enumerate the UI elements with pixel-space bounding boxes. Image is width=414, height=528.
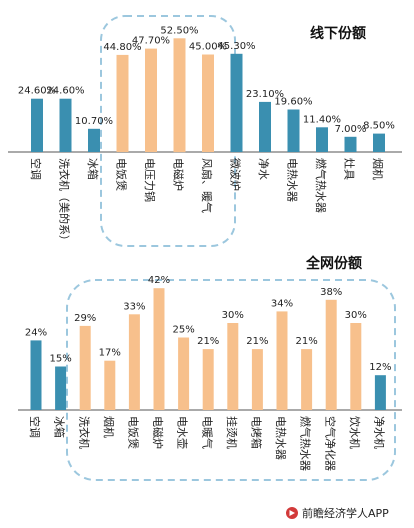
bar-offline-3 [116, 54, 129, 152]
value-label-offline-5: 52.50% [160, 25, 198, 36]
value-label-online-4: 33% [123, 301, 145, 312]
bar-online-1 [55, 366, 67, 410]
bar-offline-9 [287, 109, 300, 152]
value-label-offline-3: 44.80% [103, 42, 141, 53]
value-label-online-5: 42% [148, 275, 170, 286]
value-label-online-0: 24% [25, 327, 47, 338]
value-label-offline-4: 47.70% [132, 36, 170, 47]
category-label-offline-1: 洗衣机（美的系） [58, 158, 72, 246]
value-label-offline-11: 7.00% [335, 124, 367, 135]
category-label-offline-3: 电饭煲 [115, 158, 128, 191]
category-label-online-8: 挂烫机 [225, 416, 239, 449]
value-label-online-14: 12% [369, 362, 391, 373]
footer-text: 前瞻经济学人APP [302, 506, 389, 520]
bar-online-10 [276, 311, 288, 410]
category-label-offline-9: 电热水器 [286, 158, 299, 202]
bottom-chart: 24% 空调 15% 冰箱 29% 洗衣机 17% 烟机 33% 电饭煲 42% 电磁炉 25% 电水壶 2… [25, 275, 392, 471]
category-label-online-9: 电烤箱 [249, 416, 263, 449]
value-label-online-12: 38% [320, 287, 342, 298]
category-label-online-13: 饮水机 [348, 416, 362, 449]
bar-online-2 [79, 325, 91, 410]
bar-online-4 [128, 314, 140, 410]
bar-offline-7 [230, 53, 243, 152]
category-label-offline-10: 燃气热水器 [314, 158, 328, 213]
category-label-online-4: 电饭煲 [127, 416, 140, 449]
category-label-offline-5: 电磁炉 [172, 158, 185, 191]
category-label-offline-11: 灶具 [343, 158, 356, 180]
category-label-offline-4: 电压力锅 [143, 158, 156, 202]
bar-offline-2 [88, 128, 100, 152]
bar-offline-11 [344, 136, 357, 152]
value-label-online-1: 15% [49, 354, 71, 365]
top-highlight-frame [100, 15, 236, 247]
category-label-online-6: 电水壶 [176, 416, 190, 449]
value-label-online-13: 30% [345, 310, 367, 321]
bar-online-6 [178, 337, 190, 410]
category-label-online-12: 空气净化器 [323, 416, 337, 471]
category-label-online-7: 电暖气 [200, 416, 214, 449]
value-label-online-7: 21% [197, 336, 219, 347]
bar-offline-0 [31, 98, 43, 152]
category-label-offline-12: 烟机 [371, 158, 385, 180]
bar-online-0 [30, 340, 42, 410]
value-label-offline-10: 11.40% [303, 114, 341, 125]
bottom-chart-title: 全网份额 [305, 255, 362, 272]
category-label-online-0: 空调 [28, 416, 42, 438]
value-label-offline-6: 45.00% [189, 42, 227, 53]
value-label-offline-8: 23.10% [246, 89, 284, 100]
play-icon [289, 510, 295, 516]
bar-online-11 [301, 349, 313, 410]
category-label-online-1: 冰箱 [53, 416, 67, 438]
bar-online-8 [227, 323, 239, 410]
bar-offline-6 [202, 54, 214, 152]
top-chart: 24.60% 空调 24.60% 洗衣机（美的系） 10.70% 冰箱 44.80% 电饭煲 4… [18, 25, 395, 246]
bar-online-3 [104, 360, 116, 410]
category-label-offline-7: 微波炉 [229, 158, 243, 191]
value-label-offline-9: 19.60% [274, 97, 312, 108]
bar-offline-12 [373, 133, 385, 152]
bar-online-5 [153, 288, 165, 410]
value-label-online-2: 29% [74, 313, 96, 324]
footer: 前瞻经济学人APP [286, 506, 389, 520]
value-label-online-11: 21% [295, 336, 317, 347]
category-label-offline-8: 净水 [257, 158, 271, 180]
value-label-offline-0: 24.60% [18, 86, 56, 97]
value-label-offline-1: 24.60% [46, 86, 84, 97]
top-chart-title: 线下份额 [310, 25, 366, 42]
bar-offline-8 [259, 101, 271, 152]
bar-online-7 [202, 349, 214, 410]
bar-online-9 [251, 349, 263, 410]
category-label-offline-2: 冰箱 [86, 158, 100, 180]
category-label-online-14: 净水机 [373, 416, 387, 449]
category-label-online-5: 电磁炉 [151, 416, 164, 449]
value-label-online-10: 34% [271, 298, 293, 309]
category-label-offline-0: 空调 [29, 158, 43, 180]
value-label-online-3: 17% [99, 348, 121, 359]
value-label-online-6: 25% [172, 325, 194, 336]
category-label-online-2: 洗衣机 [77, 416, 91, 449]
bar-offline-1 [59, 98, 72, 152]
value-label-offline-2: 10.70% [75, 116, 113, 127]
bar-offline-10 [316, 127, 328, 152]
category-label-online-3: 烟机 [102, 416, 116, 438]
bar-online-13 [350, 323, 362, 410]
value-label-online-8: 30% [222, 310, 244, 321]
category-label-offline-6: 风扇、暖气 [200, 158, 214, 213]
value-label-online-9: 21% [246, 336, 268, 347]
bottom-highlight-frame [66, 279, 396, 481]
category-label-online-11: 燃气热水器 [299, 416, 313, 471]
bar-online-12 [325, 299, 337, 410]
bar-offline-4 [145, 48, 157, 152]
category-label-online-10: 电热水器 [274, 416, 287, 460]
bar-online-14 [374, 375, 386, 410]
bar-offline-5 [173, 38, 186, 153]
value-label-offline-7: 45.30% [217, 41, 255, 52]
value-label-offline-12: 8.50% [363, 121, 395, 132]
